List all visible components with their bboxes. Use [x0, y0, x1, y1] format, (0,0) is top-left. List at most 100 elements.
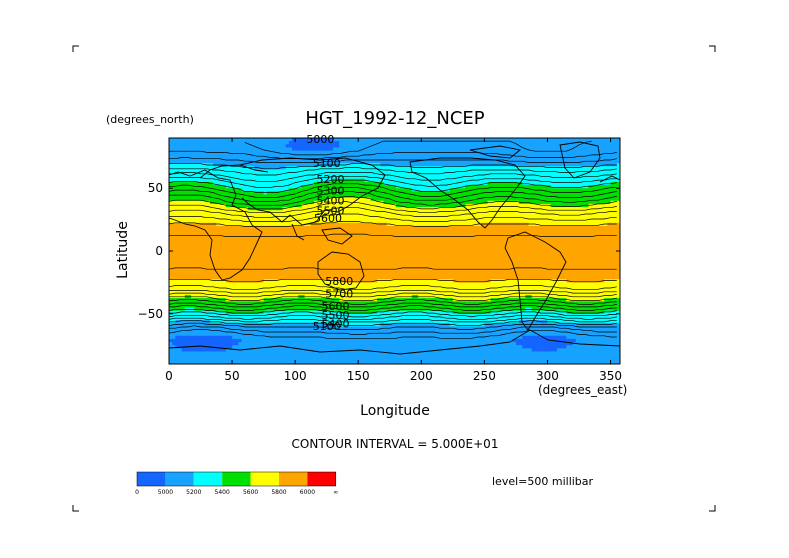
field-cell [251, 156, 255, 161]
field-cell [178, 320, 183, 324]
field-cell [333, 138, 337, 142]
field-cell [244, 172, 249, 177]
field-cell [269, 269, 274, 274]
field-cell [333, 345, 337, 349]
field-cell [307, 172, 312, 177]
field-cell [206, 329, 211, 334]
field-cell [257, 257, 262, 262]
field-cell [333, 213, 337, 218]
field-cell [200, 276, 205, 280]
field-cell [175, 263, 180, 268]
field-cell [310, 351, 315, 356]
field-cell [329, 203, 334, 208]
field-cell [298, 316, 303, 321]
field-cell [307, 320, 312, 324]
field-cell [200, 222, 205, 227]
field-cell [298, 210, 303, 214]
field-cell [181, 159, 186, 164]
field-cell [187, 285, 192, 290]
field-cell [191, 316, 195, 321]
field-cell [370, 329, 375, 334]
field-cell [235, 254, 239, 258]
field-cell [367, 335, 372, 340]
field-cell [282, 238, 287, 243]
field-cell [367, 207, 372, 211]
field-cell [326, 235, 331, 240]
field-cell [304, 260, 309, 265]
field-cell [355, 291, 359, 296]
field-cell [279, 244, 284, 249]
field-cell [181, 141, 186, 145]
field-cell [232, 200, 236, 205]
field-cell [336, 175, 340, 180]
field-cell [172, 247, 176, 252]
field-cell [377, 260, 381, 265]
field-cell [263, 263, 268, 268]
field-cell [169, 222, 173, 227]
field-cell [241, 191, 246, 196]
field-cell [241, 316, 246, 321]
field-cell [333, 285, 337, 290]
field-cell [263, 150, 268, 155]
field-cell [361, 200, 366, 205]
field-cell [222, 357, 227, 362]
field-cell [222, 235, 227, 240]
field-cell [203, 260, 208, 265]
field-cell [295, 222, 299, 227]
field-cell [254, 141, 258, 145]
field-cell [333, 219, 337, 224]
field-cell [232, 153, 236, 158]
field-cell [213, 144, 217, 149]
field-cell [351, 213, 356, 218]
field-cell [247, 247, 252, 252]
field-cell [364, 326, 369, 331]
field-cell [273, 294, 277, 299]
field-cell [178, 304, 183, 309]
field-cell [247, 342, 252, 346]
field-cell [219, 332, 224, 337]
field-cell [206, 175, 211, 180]
field-cell [301, 188, 306, 192]
field-cell [247, 200, 252, 205]
field-cell [228, 251, 233, 255]
field-cell [260, 269, 265, 274]
field-cell [269, 178, 274, 183]
field-cell [329, 310, 334, 315]
field-cell [358, 282, 362, 287]
field-cell [329, 216, 334, 221]
field-cell [358, 288, 362, 293]
field-cell [317, 257, 321, 262]
field-cell [269, 357, 274, 362]
field-cell [307, 357, 312, 362]
field-cell [295, 163, 299, 167]
field-cell [348, 282, 353, 287]
field-cell [257, 175, 262, 180]
field-cell [175, 166, 180, 170]
field-cell [269, 326, 274, 331]
field-cell [172, 207, 176, 211]
field-cell [197, 257, 202, 262]
field-cell [345, 276, 350, 280]
field-cell [314, 332, 318, 337]
field-cell [292, 229, 296, 233]
field-cell [295, 210, 299, 214]
field-cell [216, 172, 221, 177]
field-cell [329, 175, 334, 180]
field-cell [292, 298, 296, 302]
field-cell [181, 229, 186, 233]
field-cell [241, 291, 246, 296]
field-cell [269, 301, 274, 305]
field-cell [314, 166, 318, 170]
field-cell [266, 169, 271, 174]
field-cell [254, 332, 258, 337]
field-cell [342, 269, 347, 274]
field-cell [244, 156, 249, 161]
field-cell [301, 357, 306, 362]
field-cell [260, 229, 265, 233]
field-cell [238, 304, 243, 309]
field-cell [383, 200, 388, 205]
field-cell [222, 229, 227, 233]
field-cell [181, 354, 186, 359]
field-cell [339, 178, 344, 183]
field-cell [276, 138, 280, 142]
